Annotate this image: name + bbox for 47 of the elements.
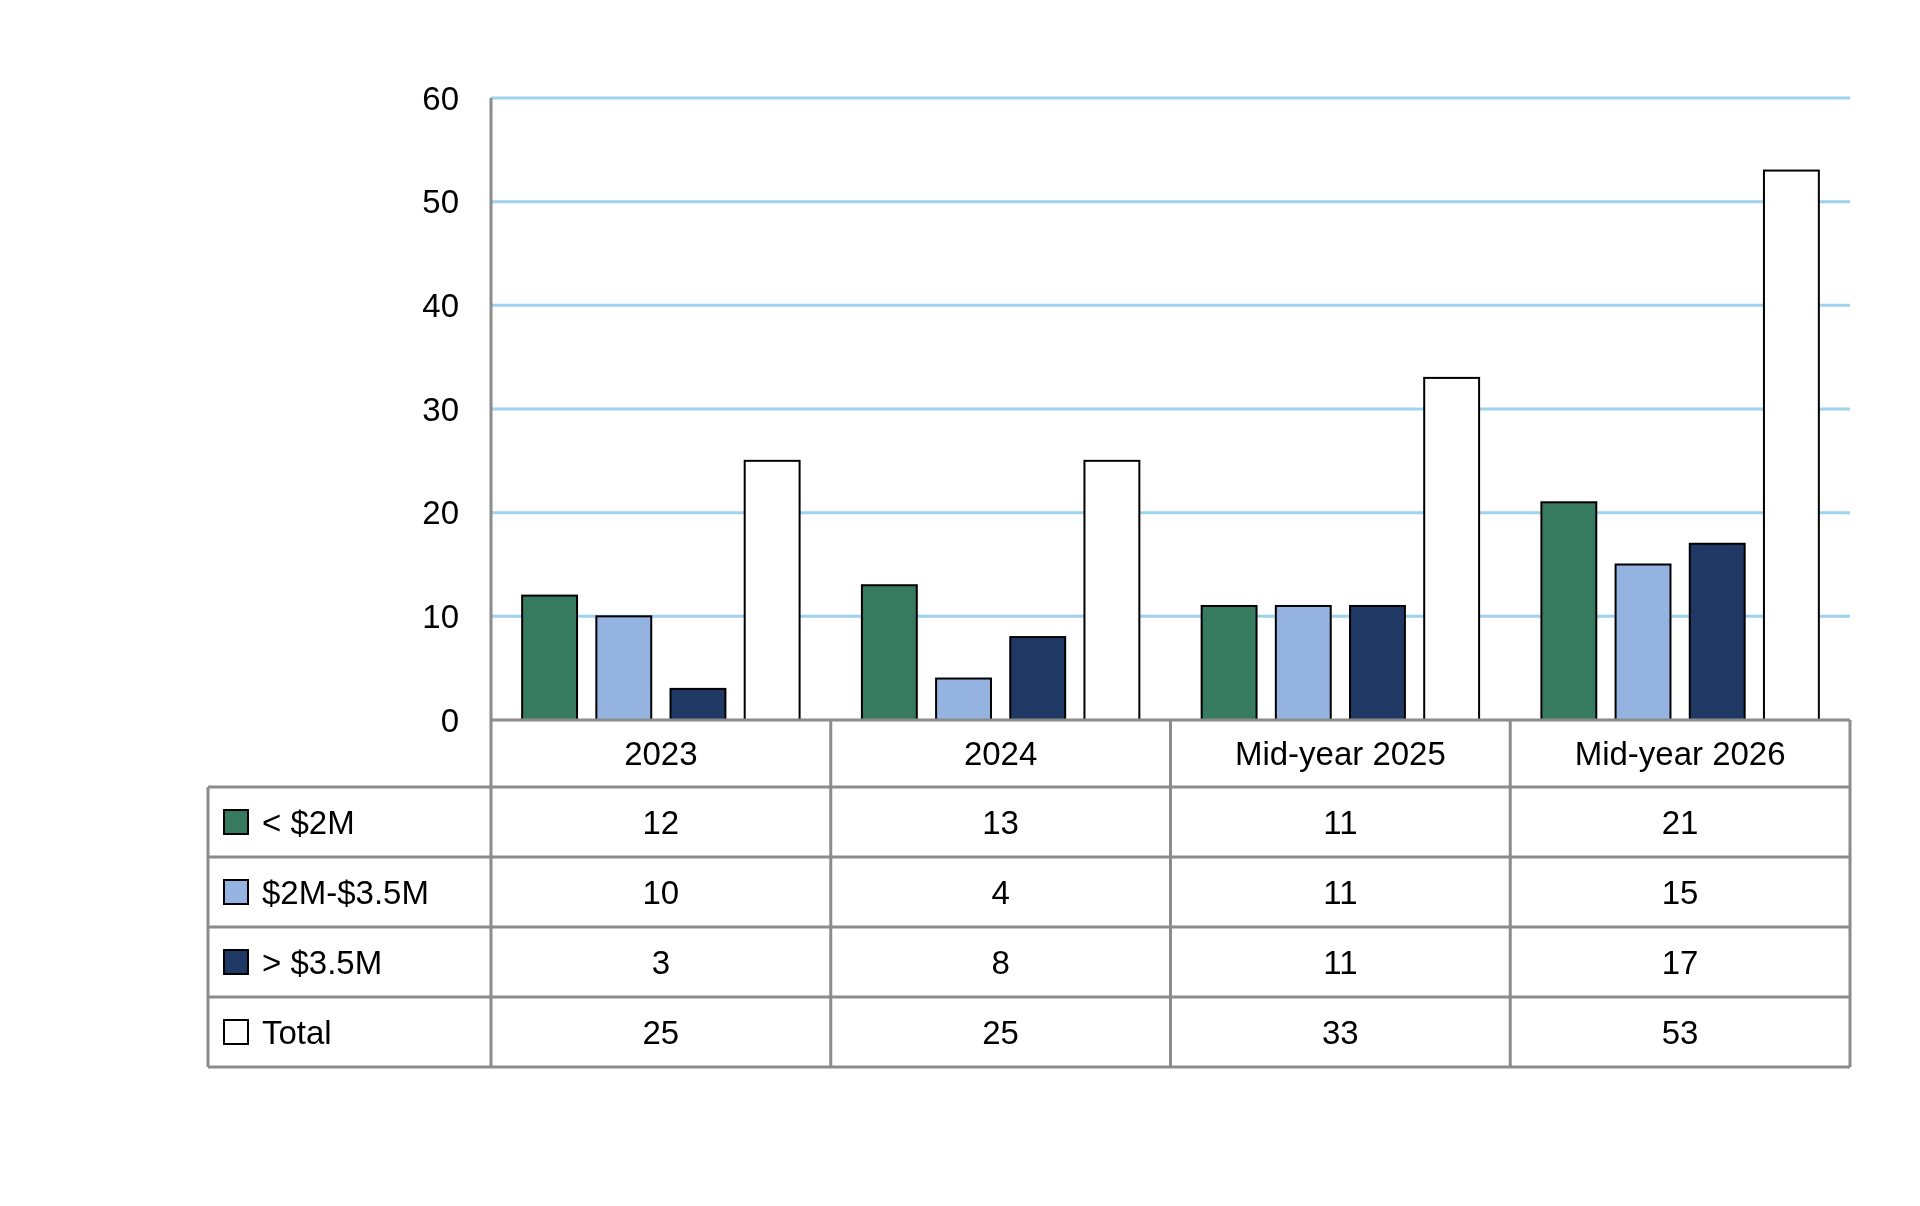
- bar: [1688, 542, 1746, 721]
- legend-label: < $2M: [262, 803, 355, 841]
- bar: [1762, 169, 1820, 721]
- bar: [743, 459, 801, 721]
- data-label: 11: [1323, 943, 1358, 981]
- y-tick-label: 60: [422, 79, 459, 117]
- data-label: 3: [651, 943, 671, 981]
- x-tick-label: Mid-year 2025: [1234, 735, 1446, 773]
- bar: [1009, 636, 1067, 721]
- y-tick-label: 40: [422, 286, 459, 324]
- bar: [521, 594, 579, 721]
- y-tick-label: 20: [422, 494, 459, 532]
- data-label: 13: [982, 803, 1019, 841]
- x-tick-label: 2024: [963, 735, 1038, 773]
- y-tick-label: 10: [422, 597, 459, 635]
- x-tick-label: Mid-year 2026: [1574, 735, 1786, 773]
- data-label: 11: [1323, 803, 1358, 841]
- data-label: 53: [1661, 1013, 1699, 1051]
- y-tick-label: 30: [422, 390, 459, 428]
- bar: [669, 687, 727, 721]
- bar: [1614, 563, 1672, 721]
- bar: [860, 584, 918, 721]
- data-label: 15: [1661, 873, 1699, 911]
- data-label: 33: [1322, 1013, 1359, 1051]
- data-label: 10: [642, 873, 680, 911]
- bar: [1200, 604, 1258, 721]
- data-label: 17: [1661, 943, 1699, 981]
- y-tick-label: 50: [422, 183, 459, 221]
- bar: [595, 615, 653, 721]
- bar: [1423, 376, 1481, 721]
- legend-label: > $3.5M: [262, 943, 383, 981]
- data-label: 25: [642, 1013, 680, 1051]
- x-tick-label: 2023: [624, 735, 698, 773]
- data-label: 4: [991, 873, 1010, 911]
- y-tick-label: 0: [440, 701, 459, 739]
- bar: [1274, 604, 1332, 721]
- bar: [935, 677, 992, 721]
- bar: [1540, 501, 1598, 721]
- data-label: 25: [982, 1013, 1019, 1051]
- legend-label: Total: [262, 1013, 332, 1051]
- legend-label: $2M-$3.5M: [262, 873, 429, 911]
- data-label: 21: [1661, 803, 1699, 841]
- data-label: 8: [991, 943, 1010, 981]
- data-label: 11: [1323, 873, 1358, 911]
- data-label: 12: [642, 803, 680, 841]
- bar: [1083, 459, 1141, 721]
- bar: [1349, 604, 1406, 721]
